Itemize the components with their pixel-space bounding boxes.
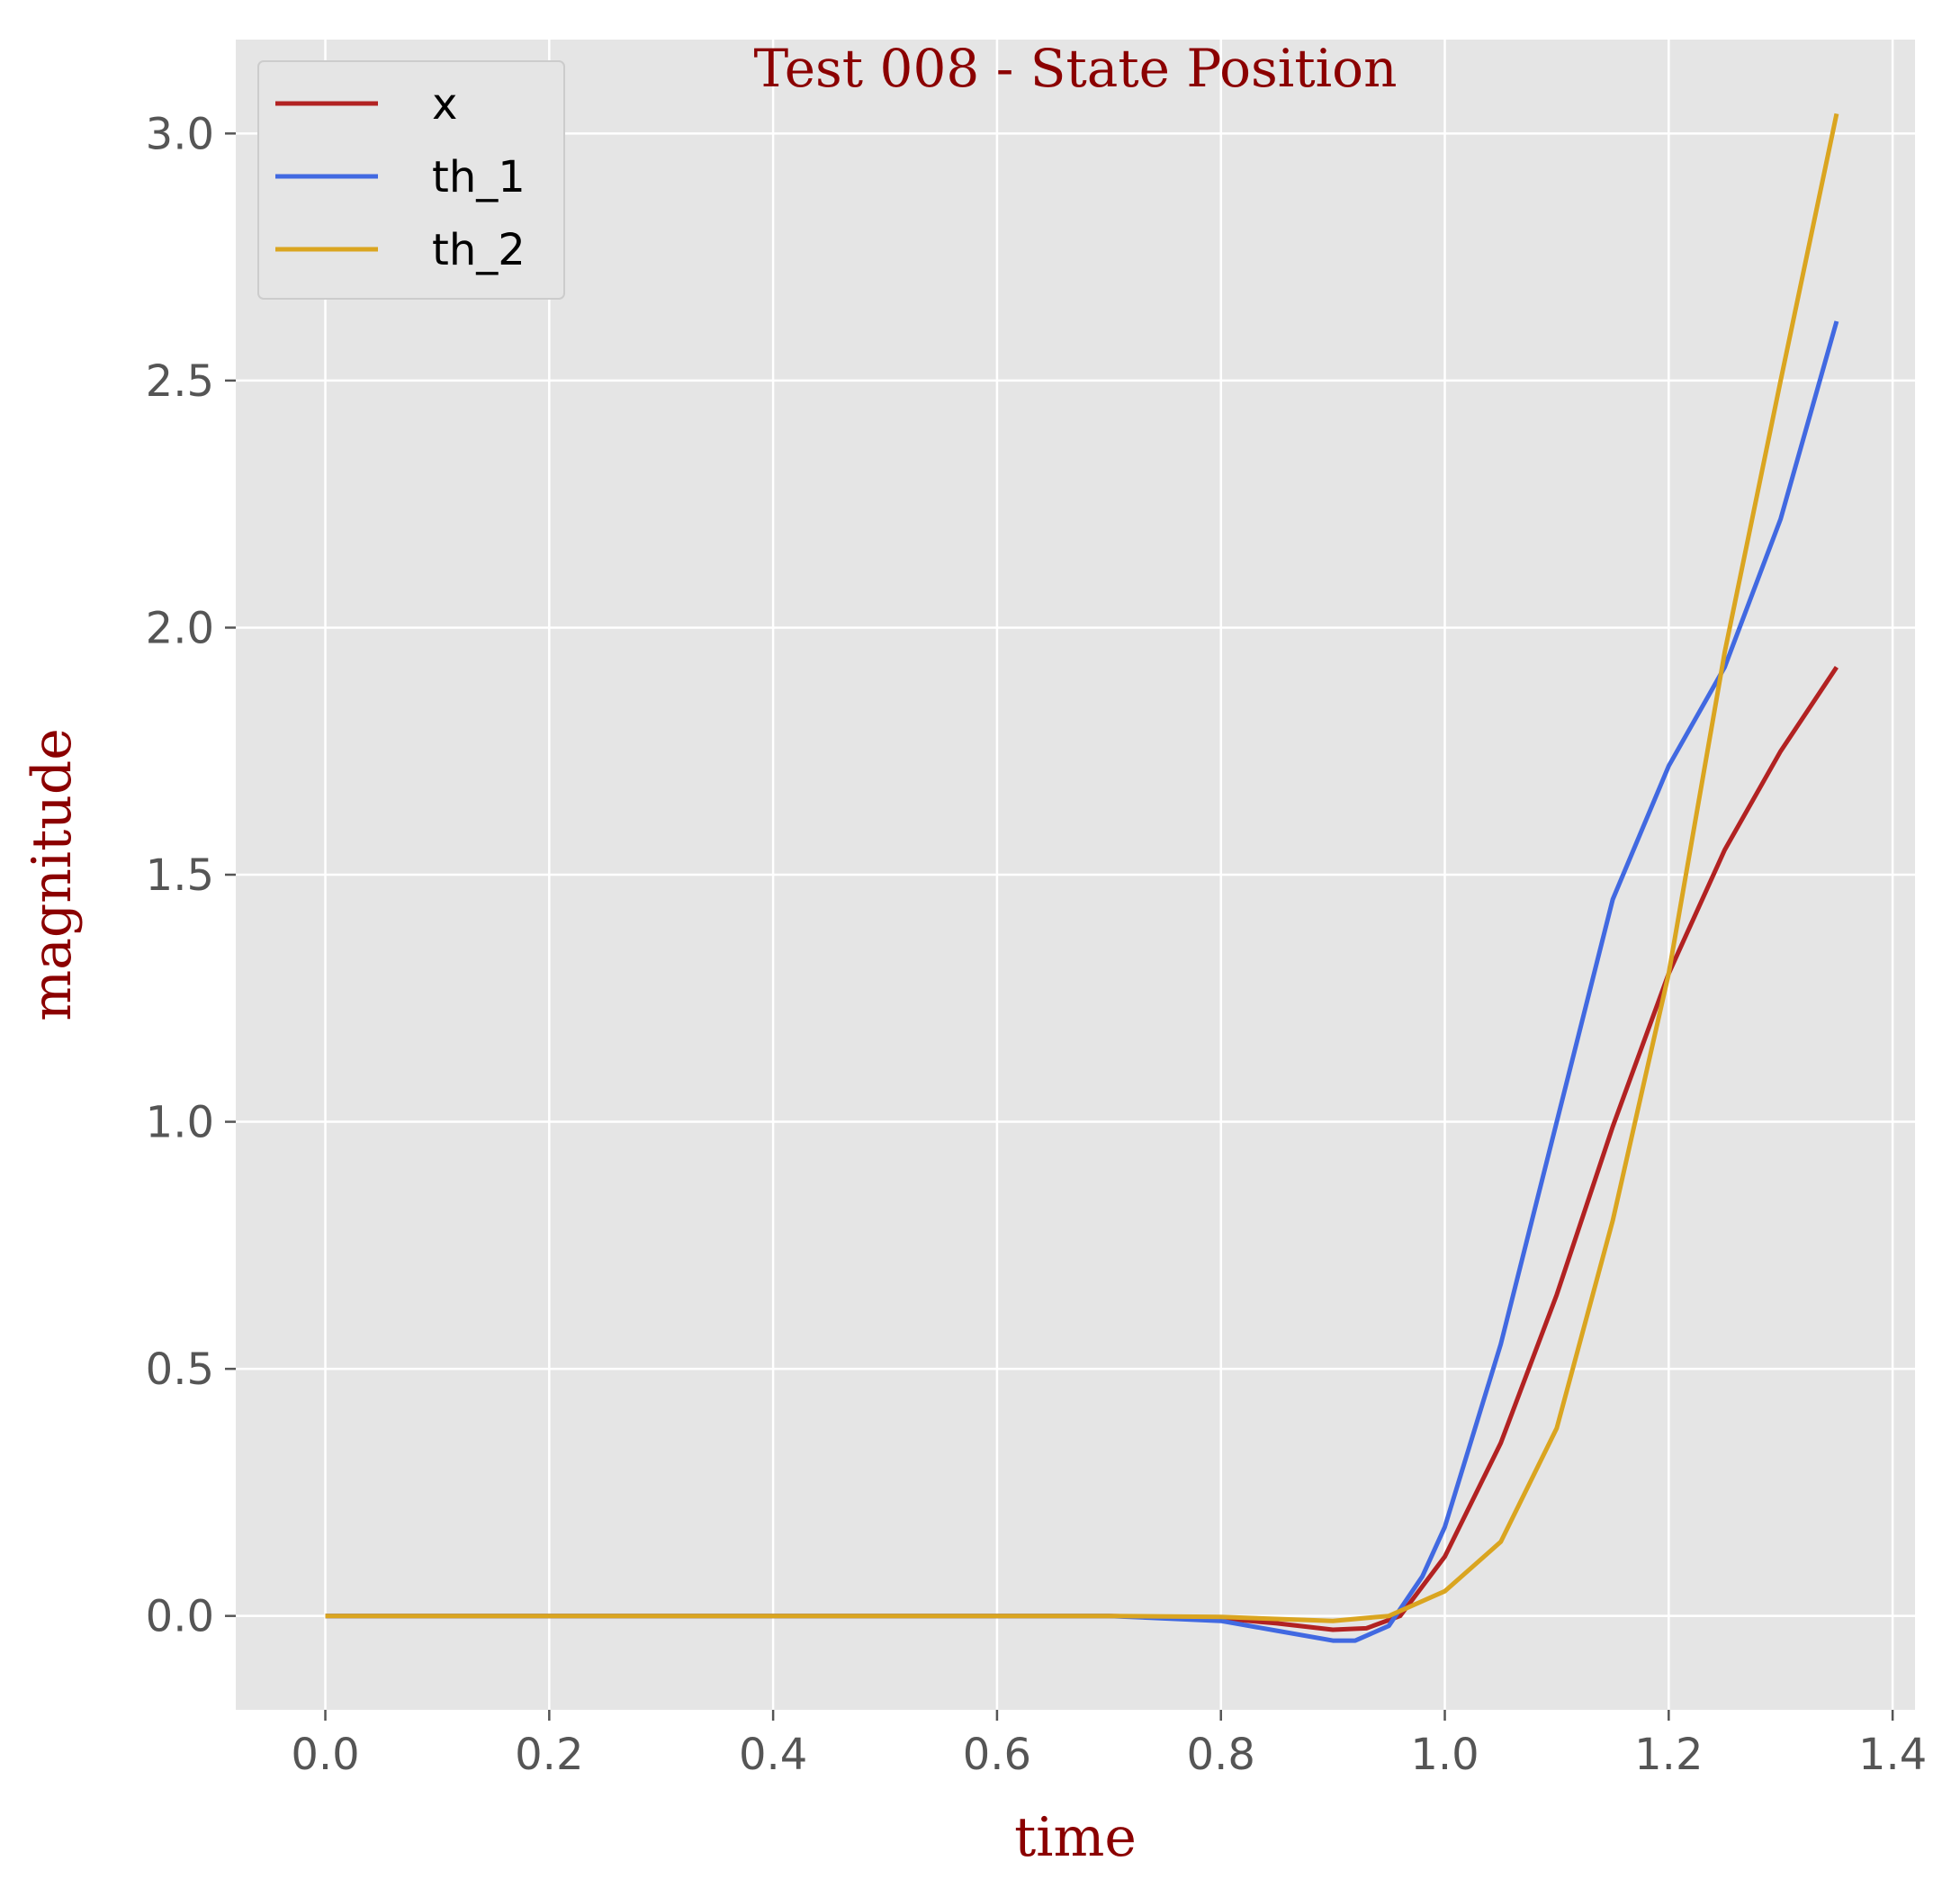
y-tick-label: 0.5 [146,1344,214,1395]
legend-label-th-2: th_2 [432,225,526,275]
series-line-th-1 [325,320,1839,1643]
x-tick-label: 1.4 [1858,1730,1927,1780]
axis-ticks: 0.0 0.2 0.4 0.6 0.8 1.0 1.2 1.4 0.0 0.5 1.0 1.5 2.0 2… [146,109,1928,1780]
x-axis-title: time [1014,1806,1137,1869]
y-tick-label: 1.5 [146,850,214,901]
x-tick-label: 0.0 [291,1730,359,1780]
y-tick-label: 2.5 [146,356,214,407]
x-tick-label: 0.6 [963,1730,1031,1780]
x-tick-label: 1.2 [1634,1730,1703,1780]
legend-label-x: x [432,79,457,130]
legend: x th_1 th_2 [257,60,565,300]
y-tick-label: 1.0 [146,1098,214,1148]
y-tick-label: 0.0 [146,1592,214,1642]
chart-title: Test 008 - State Position [754,38,1398,99]
x-tick-label: 0.2 [515,1730,583,1780]
legend-box [257,60,565,300]
x-tick-label: 0.8 [1187,1730,1255,1780]
series-line-th-2 [325,112,1839,1623]
legend-label-th-1: th_1 [432,152,526,202]
x-tick-label: 1.0 [1410,1730,1479,1780]
y-tick-label: 2.0 [146,603,214,653]
x-tick-label: 0.4 [739,1730,807,1780]
y-tick-label: 3.0 [146,109,214,159]
series-lines [325,112,1839,1643]
series-line-x [325,666,1839,1632]
y-axis-title: magnitude [21,728,84,1021]
